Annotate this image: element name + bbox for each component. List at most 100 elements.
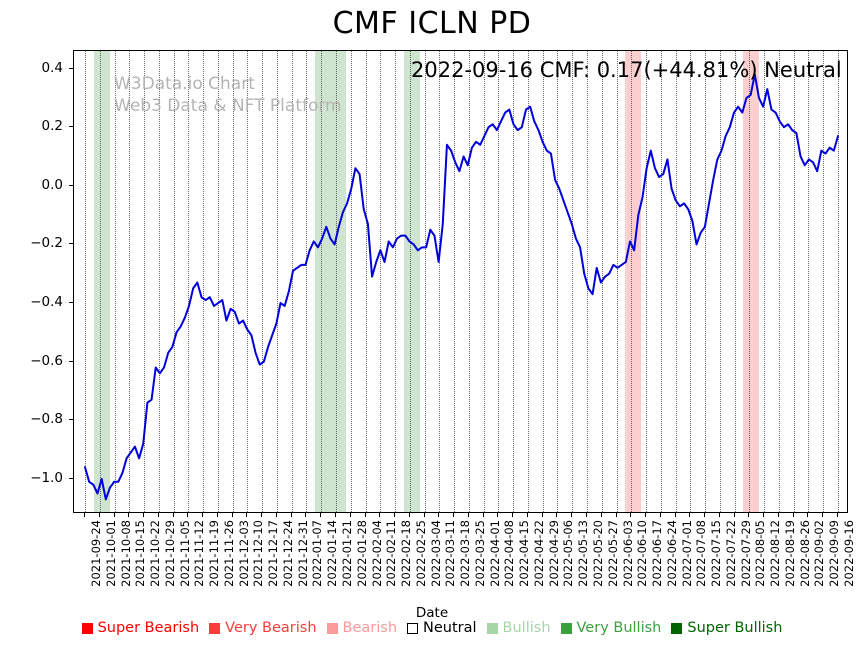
- x-tick-mark: [394, 513, 396, 517]
- x-tick-mark: [157, 513, 159, 517]
- x-tick-label: 2021-12-10: [251, 520, 266, 587]
- x-tick-mark: [216, 513, 218, 517]
- shaded-band-bullish: [315, 51, 347, 512]
- cmf-line-series: [84, 73, 839, 501]
- x-tick-label: 2022-08-19: [782, 520, 797, 587]
- plot-area: W3Data.io Chart Web3 Data & NFT Platform…: [73, 50, 848, 513]
- y-tick-mark: [69, 302, 73, 303]
- y-tick-mark: [69, 360, 73, 362]
- grid-line: [129, 51, 131, 512]
- grid-line: [409, 51, 411, 512]
- x-tick-label: 2022-02-25: [413, 520, 428, 587]
- x-tick-label: 2022-04-08: [502, 520, 517, 587]
- x-tick-mark: [482, 513, 484, 517]
- x-tick-mark: [689, 513, 691, 517]
- x-tick-mark: [763, 513, 765, 517]
- y-tick-label: −0.8: [30, 411, 63, 428]
- grid-line: [203, 51, 205, 512]
- x-tick-label: 2022-04-15: [517, 520, 532, 587]
- x-tick-label: 2021-11-19: [207, 520, 222, 587]
- legend-swatch-icon: [560, 622, 572, 634]
- x-axis: 2021-09-24 2021-10-01 2021-10-08 2021-10-15…: [73, 513, 856, 613]
- legend-item-very-bearish[interactable]: Very Bearish: [204, 620, 321, 636]
- x-tick-label: 2022-08-26: [797, 520, 812, 587]
- grid-line: [217, 51, 219, 512]
- x-tick-label: 2021-11-05: [177, 520, 192, 587]
- legend-item-super-bearish[interactable]: Super Bearish: [77, 620, 205, 636]
- legend-item-bearish[interactable]: Bearish: [322, 620, 403, 636]
- legend-swatch-icon: [671, 622, 683, 634]
- grid-line: [321, 51, 323, 512]
- legend: Super Bearish Very Bearish Bearish Neutral B…: [0, 620, 864, 636]
- x-tick-mark: [113, 513, 115, 517]
- x-tick-label: 2022-04-22: [531, 520, 546, 587]
- legend-item-label: Bearish: [342, 620, 398, 636]
- grid-line: [719, 51, 721, 512]
- x-tick-mark: [438, 513, 440, 517]
- y-tick-label: −0.6: [30, 352, 63, 369]
- x-tick-label: 2022-07-22: [723, 520, 738, 587]
- x-tick-mark: [423, 513, 425, 517]
- legend-swatch-icon: [81, 622, 93, 634]
- grid-line: [764, 51, 766, 512]
- grid-line: [114, 51, 116, 512]
- x-tick-mark: [128, 513, 130, 517]
- legend-item-neutral[interactable]: Neutral: [402, 620, 482, 636]
- x-tick-mark: [615, 513, 617, 517]
- x-tick-mark: [143, 513, 145, 517]
- grid-line: [232, 51, 234, 512]
- grid-line: [527, 51, 529, 512]
- x-tick-mark: [645, 513, 647, 517]
- grid-line: [646, 51, 648, 512]
- legend-item-bullish[interactable]: Bullish: [482, 620, 556, 636]
- legend-item-very-bullish[interactable]: Very Bullish: [556, 620, 667, 636]
- y-tick-mark: [69, 67, 73, 69]
- legend-item-label: Bullish: [502, 620, 551, 636]
- x-tick-label: 2022-06-24: [664, 520, 679, 587]
- x-tick-label: 2021-12-24: [280, 520, 295, 587]
- y-tick-label: −1.0: [30, 469, 63, 486]
- x-tick-mark: [674, 513, 676, 517]
- grid-line: [675, 51, 677, 512]
- y-axis: CMF 0.40.20.0−0.2−0.4−0.6−0.8−1.0: [0, 50, 73, 513]
- x-tick-mark: [704, 513, 706, 517]
- x-tick-label: 2021-10-29: [162, 520, 177, 587]
- x-tick-mark: [349, 513, 351, 517]
- x-tick-mark: [305, 513, 307, 517]
- x-tick-label: 2021-09-24: [89, 520, 103, 587]
- x-tick-mark: [718, 513, 720, 517]
- x-tick-label: 2021-10-08: [118, 520, 133, 587]
- grid-line: [395, 51, 397, 512]
- x-tick-label: 2021-10-15: [133, 520, 148, 587]
- grid-line: [306, 51, 308, 512]
- x-tick-mark: [467, 513, 469, 517]
- x-tick-mark: [600, 513, 602, 517]
- legend-swatch-icon: [407, 622, 419, 634]
- grid-line: [690, 51, 692, 512]
- grid-line: [158, 51, 160, 512]
- x-tick-mark: [497, 513, 499, 517]
- x-tick-label: 2022-09-09: [827, 520, 842, 587]
- legend-item-super-bullish[interactable]: Super Bullish: [666, 620, 787, 636]
- x-tick-mark: [246, 513, 248, 517]
- x-tick-mark: [777, 513, 779, 517]
- x-tick-mark: [275, 513, 277, 517]
- x-tick-label: 2022-09-16: [842, 520, 856, 587]
- legend-item-label: Very Bullish: [576, 620, 662, 636]
- grid-line: [498, 51, 500, 512]
- x-tick-mark: [290, 513, 292, 517]
- grid-line: [808, 51, 810, 512]
- x-tick-mark: [320, 513, 322, 517]
- x-tick-mark: [659, 513, 661, 517]
- grid-line: [380, 51, 382, 512]
- grid-line: [778, 51, 780, 512]
- legend-item-label: Very Bearish: [225, 620, 317, 636]
- shaded-band-bullish: [403, 51, 420, 512]
- grid-line: [483, 51, 485, 512]
- grid-line: [424, 51, 426, 512]
- grid-line: [468, 51, 470, 512]
- x-tick-mark: [512, 513, 514, 517]
- x-tick-label: 2022-05-13: [576, 520, 591, 587]
- y-tick-mark: [69, 126, 73, 128]
